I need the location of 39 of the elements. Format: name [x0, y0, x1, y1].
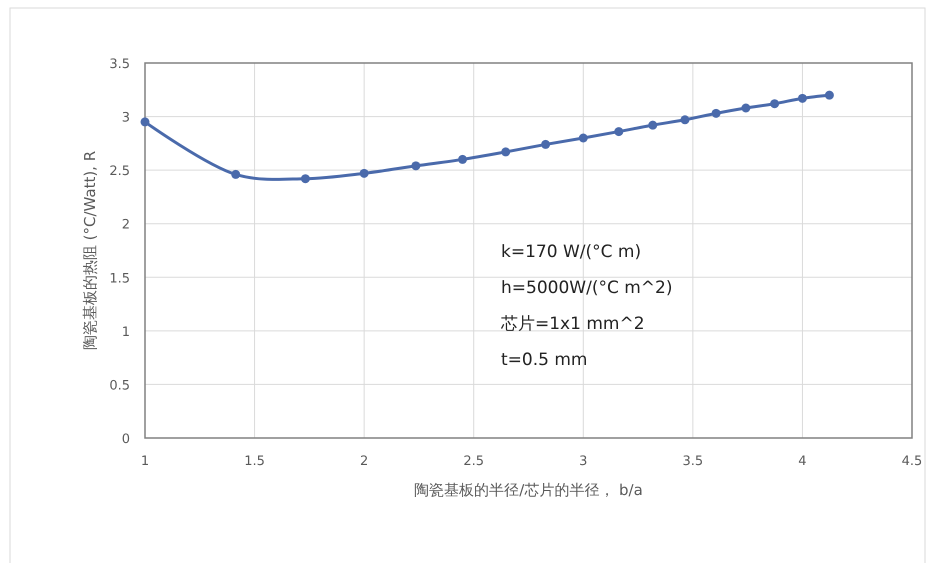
x-tick-label: 4 [798, 454, 807, 469]
point [712, 108, 721, 118]
y-tick-label: 3.5 [109, 57, 130, 72]
point [578, 134, 588, 142]
y-tick-label: 1.5 [109, 271, 130, 286]
y-tick-label: 3 [122, 110, 130, 126]
point [140, 117, 150, 126]
y-tick-label: 0 [122, 432, 130, 447]
annotation: k=170 W/(°C m) [501, 242, 642, 262]
point [300, 174, 310, 184]
y-tick-label: 0.5 [109, 378, 130, 394]
x-tick-label: 3.5 [682, 454, 704, 469]
point [824, 90, 834, 100]
point [648, 120, 658, 130]
x-tick-label: 3 [579, 454, 588, 469]
annotation: 芯片=1x1 mm^2 [500, 314, 645, 334]
point [680, 115, 690, 124]
point [741, 104, 750, 112]
point [614, 127, 624, 136]
y-tick-label: 2 [122, 218, 130, 233]
point [360, 168, 369, 178]
annotation: t=0.5 mm [501, 350, 588, 370]
x-tick-label: 1 [140, 454, 150, 469]
point [770, 99, 780, 108]
x-axis-title: 陶瓷基板的半径/芯片的半径， b/a [414, 481, 643, 499]
x-tick-label: 2 [360, 454, 368, 469]
point [411, 161, 420, 170]
point [501, 147, 510, 156]
x-tick-label: 2.5 [463, 454, 484, 469]
point [798, 94, 807, 103]
point [231, 170, 240, 179]
y-tick-label: 2.5 [109, 164, 130, 180]
y-axis-title: 陶瓷基板的热阻 (°C/Watt), R [81, 150, 99, 350]
point [541, 140, 550, 149]
annotation: h=5000W/(°C m^2) [501, 278, 672, 298]
y-tick-label: 1 [122, 324, 130, 340]
x-tick-label: 1.5 [244, 454, 265, 469]
point [458, 154, 468, 164]
x-tick-label: 4.5 [902, 454, 922, 469]
